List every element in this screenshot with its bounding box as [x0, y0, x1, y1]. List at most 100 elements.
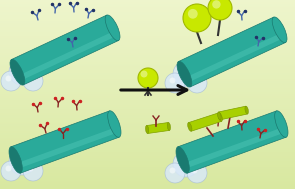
Bar: [0, 187, 295, 188]
Bar: [0, 106, 295, 107]
Bar: [0, 66, 295, 67]
Bar: [0, 16, 295, 17]
Bar: [0, 164, 295, 165]
Bar: [0, 89, 295, 90]
Bar: [0, 114, 295, 115]
Bar: [0, 126, 295, 127]
Bar: [0, 136, 295, 137]
Ellipse shape: [176, 147, 189, 173]
Bar: [0, 124, 295, 125]
Polygon shape: [186, 33, 283, 82]
Circle shape: [140, 70, 148, 77]
Bar: [0, 153, 295, 154]
Bar: [0, 125, 295, 126]
Ellipse shape: [105, 15, 120, 41]
Bar: [0, 105, 295, 106]
Bar: [0, 27, 295, 28]
Bar: [0, 1, 295, 2]
Bar: [0, 167, 295, 168]
Bar: [0, 6, 295, 7]
Bar: [0, 137, 295, 138]
Bar: [0, 132, 295, 133]
Bar: [0, 181, 295, 182]
Bar: [0, 107, 295, 108]
Bar: [0, 15, 295, 16]
Bar: [0, 46, 295, 47]
Bar: [0, 135, 295, 136]
Bar: [0, 165, 295, 166]
Bar: [0, 95, 295, 96]
Bar: [0, 88, 295, 89]
Polygon shape: [178, 111, 286, 173]
Polygon shape: [178, 17, 286, 87]
Bar: [0, 71, 295, 72]
Bar: [0, 152, 295, 153]
Ellipse shape: [167, 122, 171, 130]
Bar: [0, 69, 295, 70]
Bar: [0, 184, 295, 185]
Circle shape: [191, 167, 197, 174]
Ellipse shape: [217, 112, 221, 120]
Polygon shape: [12, 15, 119, 85]
Bar: [0, 110, 295, 111]
Bar: [0, 44, 295, 45]
Ellipse shape: [10, 59, 25, 85]
Bar: [0, 173, 295, 174]
Bar: [0, 98, 295, 99]
Bar: [0, 22, 295, 23]
Circle shape: [1, 161, 21, 181]
Circle shape: [6, 75, 12, 81]
Bar: [0, 64, 295, 65]
Circle shape: [183, 4, 211, 32]
Bar: [0, 82, 295, 83]
Bar: [0, 34, 295, 35]
Bar: [0, 163, 295, 164]
Bar: [0, 62, 295, 63]
Bar: [0, 38, 295, 39]
Bar: [0, 26, 295, 27]
Bar: [0, 179, 295, 180]
Bar: [0, 73, 295, 74]
Polygon shape: [189, 113, 222, 131]
Polygon shape: [17, 127, 117, 169]
Bar: [0, 156, 295, 157]
Bar: [0, 171, 295, 172]
Circle shape: [1, 71, 21, 91]
Circle shape: [208, 0, 232, 20]
Circle shape: [9, 149, 35, 175]
Bar: [0, 30, 295, 31]
Bar: [0, 18, 295, 19]
Bar: [0, 185, 295, 186]
Bar: [0, 123, 295, 124]
Bar: [0, 109, 295, 110]
Polygon shape: [184, 127, 284, 169]
Bar: [0, 29, 295, 30]
Bar: [0, 0, 295, 1]
Circle shape: [23, 71, 43, 91]
Bar: [0, 101, 295, 102]
Circle shape: [191, 77, 197, 84]
Bar: [0, 68, 295, 69]
Bar: [0, 67, 295, 68]
Bar: [0, 99, 295, 100]
Circle shape: [179, 67, 187, 75]
Bar: [0, 150, 295, 151]
Bar: [0, 8, 295, 9]
Bar: [0, 102, 295, 103]
Bar: [0, 128, 295, 129]
Circle shape: [27, 166, 34, 171]
Bar: [0, 54, 295, 55]
Bar: [0, 104, 295, 105]
Bar: [0, 175, 295, 176]
Ellipse shape: [272, 17, 287, 43]
Bar: [0, 56, 295, 57]
Bar: [0, 159, 295, 160]
Bar: [0, 75, 295, 76]
Bar: [0, 90, 295, 91]
Bar: [0, 96, 295, 97]
Bar: [0, 50, 295, 51]
Bar: [0, 39, 295, 40]
Bar: [0, 55, 295, 56]
Bar: [0, 60, 295, 61]
Bar: [0, 32, 295, 33]
